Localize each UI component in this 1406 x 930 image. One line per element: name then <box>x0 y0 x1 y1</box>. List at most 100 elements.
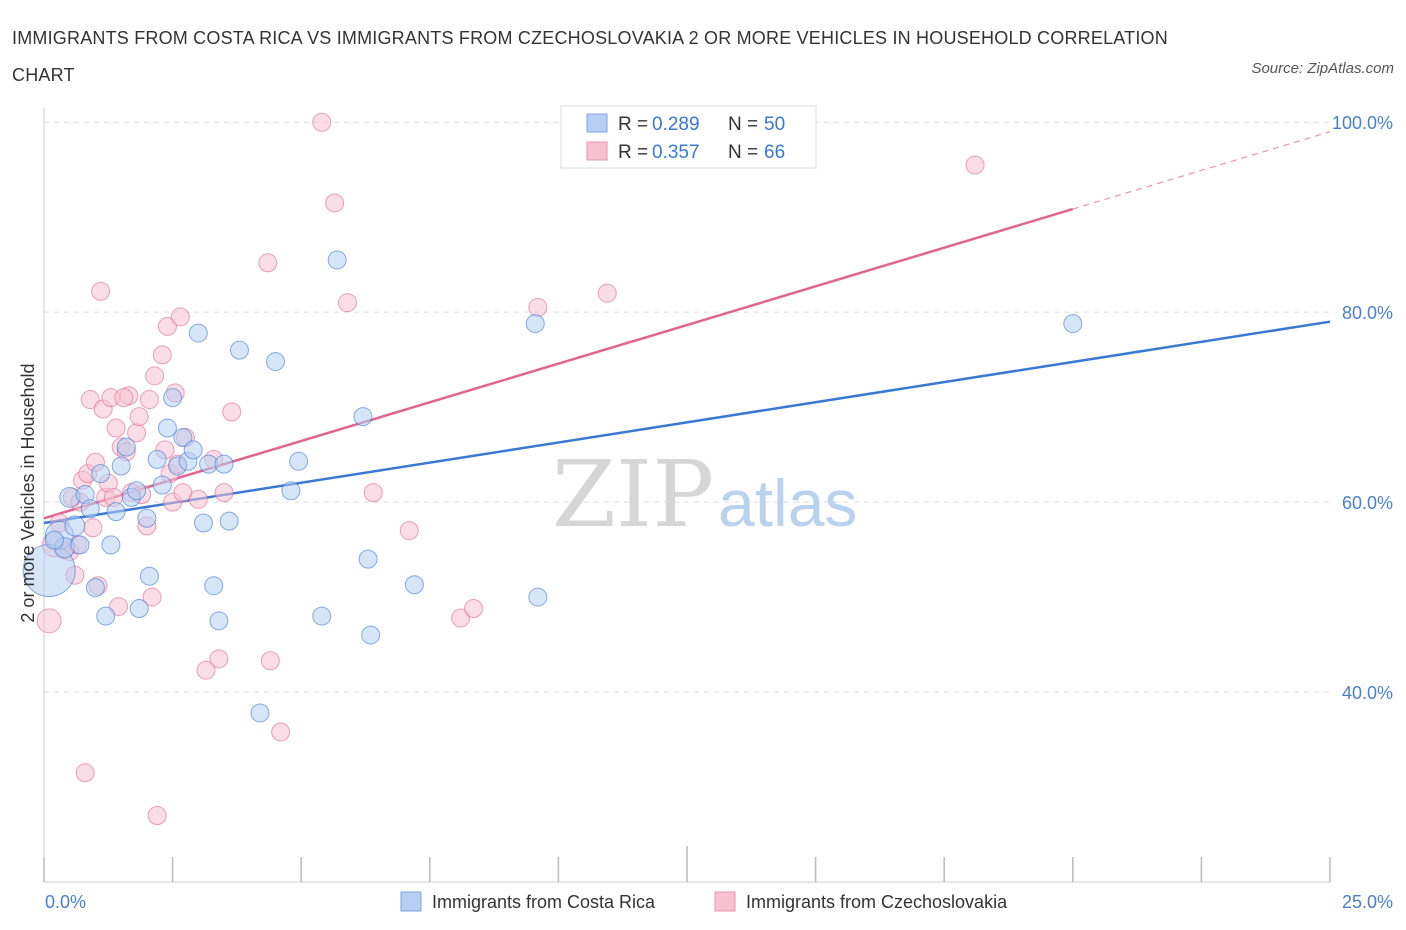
point-czechoslovakia-57 <box>451 608 471 628</box>
point-costa-rica-27 <box>183 440 203 460</box>
stats-r-label-pink: R = <box>618 142 648 163</box>
point-czechoslovakia-46 <box>209 649 229 669</box>
point-costa-rica-29 <box>193 513 213 533</box>
point-costa-rica-25 <box>173 428 193 448</box>
point-czechoslovakia-62 <box>114 388 134 408</box>
point-costa-rica-47 <box>525 314 545 334</box>
point-czechoslovakia-52 <box>312 112 332 132</box>
point-costa-rica-34 <box>219 511 239 531</box>
legend-swatch-costa-rica <box>400 891 422 912</box>
point-czechoslovakia-11 <box>80 390 100 410</box>
point-czechoslovakia-31 <box>142 587 162 607</box>
point-czechoslovakia-54 <box>337 293 357 313</box>
point-costa-rica-41 <box>327 250 347 270</box>
point-costa-rica-33 <box>214 454 234 474</box>
point-costa-rica-9 <box>91 464 111 484</box>
point-costa-rica-23 <box>163 388 183 408</box>
point-czechoslovakia-30 <box>139 390 159 410</box>
point-czechoslovakia-20 <box>106 418 126 438</box>
watermark-zip: ZIP <box>552 441 714 548</box>
point-costa-rica-37 <box>265 352 285 372</box>
watermark: ZIP atlas <box>552 441 857 548</box>
point-costa-rica-8 <box>85 578 105 598</box>
stats-n-value-pink: 66 <box>764 142 785 163</box>
point-czechoslovakia-51 <box>271 722 291 742</box>
point-czechoslovakia-33 <box>147 806 167 826</box>
source-label: Source: ZipAtlas.com <box>1251 60 1394 77</box>
point-czechoslovakia-49 <box>258 253 278 273</box>
point-costa-rica-32 <box>209 611 229 631</box>
y-axis-label: 2 or more Vehicles in Household <box>18 363 38 622</box>
point-costa-rica-20 <box>147 449 167 469</box>
legend-label-costa-rica: Immigrants from Costa Rica <box>432 892 656 912</box>
point-czechoslovakia-21 <box>109 597 129 617</box>
point-czechoslovakia-50 <box>260 651 280 671</box>
point-costa-rica-10 <box>96 606 116 626</box>
stats-swatch-pink <box>586 141 608 161</box>
point-costa-rica-39 <box>289 451 309 471</box>
stats-n-value-blue: 50 <box>764 114 785 135</box>
point-costa-rica-40 <box>312 606 332 626</box>
point-costa-rica-22 <box>157 418 177 438</box>
point-costa-rica-36 <box>250 703 270 723</box>
point-czechoslovakia-9 <box>75 763 95 783</box>
watermark-atlas: atlas <box>718 466 857 540</box>
point-costa-rica-18 <box>137 508 157 528</box>
point-czechoslovakia-47 <box>214 483 234 503</box>
data-points <box>22 112 1083 826</box>
point-costa-rica-43 <box>358 549 378 569</box>
point-czechoslovakia-35 <box>157 316 177 336</box>
legend-swatch-czechoslovakia <box>714 891 736 912</box>
point-costa-rica-42 <box>353 407 373 427</box>
chart-title: IMMIGRANTS FROM COSTA RICA VS IMMIGRANTS… <box>12 28 1168 85</box>
point-costa-rica-31 <box>204 576 224 596</box>
trend-line-extension-czechoslovakia <box>1072 131 1331 210</box>
point-czechoslovakia-32 <box>145 366 165 386</box>
point-czechoslovakia-55 <box>363 483 383 503</box>
point-costa-rica-16 <box>127 481 147 501</box>
point-costa-rica-11 <box>101 535 121 555</box>
y-tick-label-0: 40.0% <box>1342 683 1393 703</box>
legend-label-czechoslovakia: Immigrants from Czechoslovakia <box>746 892 1008 912</box>
point-costa-rica-19 <box>139 566 159 586</box>
point-czechoslovakia-40 <box>170 307 190 327</box>
stats-swatch-blue <box>586 113 608 133</box>
stats-r-value-pink: 0.357 <box>652 142 700 163</box>
point-czechoslovakia-12 <box>83 518 103 538</box>
point-costa-rica-21 <box>152 475 172 495</box>
x-tick-label-1: 25.0% <box>1342 892 1393 912</box>
stats-n-label-pink: N = <box>728 142 758 163</box>
point-czechoslovakia-48 <box>222 402 242 422</box>
point-czechoslovakia-15 <box>91 281 111 301</box>
trend-line-costa-rica <box>43 320 1331 525</box>
point-czechoslovakia-27 <box>129 407 149 427</box>
point-czechoslovakia-44 <box>196 660 216 680</box>
y-tick-label-3: 100.0% <box>1332 113 1393 133</box>
y-tick-label-2: 80.0% <box>1342 303 1393 323</box>
point-czechoslovakia-43 <box>188 489 208 509</box>
point-czechoslovakia-59 <box>528 297 548 317</box>
point-czechoslovakia-0 <box>36 608 62 634</box>
x-tick-label-0: 0.0% <box>45 892 86 912</box>
y-tick-label-1: 60.0% <box>1342 493 1393 513</box>
point-czechoslovakia-56 <box>399 521 419 541</box>
legend: Immigrants from Costa Rica Immigrants fr… <box>400 891 1008 912</box>
tick-labels: 40.0% 60.0% 80.0% 100.0% 0.0% 25.0% <box>45 113 1393 912</box>
point-czechoslovakia-34 <box>152 345 172 365</box>
stats-n-label-blue: N = <box>728 114 758 135</box>
point-costa-rica-12 <box>106 502 126 522</box>
point-costa-rica-49 <box>44 530 64 550</box>
point-costa-rica-17 <box>129 598 149 618</box>
point-costa-rica-46 <box>528 587 548 607</box>
point-costa-rica-5 <box>70 535 90 555</box>
point-costa-rica-48 <box>1063 314 1083 334</box>
point-costa-rica-4 <box>64 515 86 537</box>
point-costa-rica-45 <box>404 575 424 595</box>
point-czechoslovakia-53 <box>325 193 345 213</box>
point-costa-rica-28 <box>188 323 208 343</box>
point-costa-rica-13 <box>111 456 131 476</box>
stats-r-value-blue: 0.289 <box>652 114 700 135</box>
point-czechoslovakia-58 <box>464 598 484 618</box>
axes <box>43 108 1331 883</box>
